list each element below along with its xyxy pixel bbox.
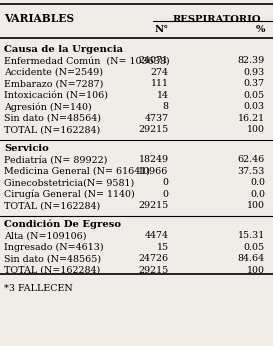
- Text: 84.64: 84.64: [238, 254, 265, 263]
- Text: 82.39: 82.39: [238, 56, 265, 65]
- Text: 0.37: 0.37: [244, 79, 265, 88]
- Text: Embarazo (N=7287): Embarazo (N=7287): [4, 79, 103, 88]
- Text: 37.53: 37.53: [238, 167, 265, 176]
- Text: N°: N°: [155, 26, 169, 35]
- Text: Servicio: Servicio: [4, 144, 49, 153]
- Text: Ingresado (N=4613): Ingresado (N=4613): [4, 243, 104, 252]
- Text: 0.03: 0.03: [244, 102, 265, 111]
- Text: 15: 15: [157, 243, 169, 252]
- Text: 111: 111: [151, 79, 169, 88]
- Text: Alta (N=109106): Alta (N=109106): [4, 231, 87, 240]
- Text: 100: 100: [247, 266, 265, 275]
- Text: 8: 8: [163, 102, 169, 111]
- Text: 4737: 4737: [145, 114, 169, 123]
- Text: *3 FALLECEN: *3 FALLECEN: [4, 284, 73, 293]
- Text: Pediatría (N= 89922): Pediatría (N= 89922): [4, 155, 108, 164]
- Text: %: %: [256, 26, 265, 35]
- Text: 0.0: 0.0: [250, 179, 265, 188]
- Text: Sin dato (N=48564): Sin dato (N=48564): [4, 114, 101, 123]
- Text: 0.05: 0.05: [244, 243, 265, 252]
- Text: TOTAL (N=162284): TOTAL (N=162284): [4, 266, 100, 275]
- Text: Cirugía General (N= 1140): Cirugía General (N= 1140): [4, 190, 135, 199]
- Text: VARIABLES: VARIABLES: [4, 12, 74, 24]
- Text: TOTAL (N=162284): TOTAL (N=162284): [4, 201, 100, 210]
- Text: 15.31: 15.31: [238, 231, 265, 240]
- Text: Ginecobstetricia(N= 9581): Ginecobstetricia(N= 9581): [4, 179, 134, 188]
- Text: 24726: 24726: [139, 254, 169, 263]
- Text: Intoxicación (N=106): Intoxicación (N=106): [4, 91, 108, 100]
- Text: 100: 100: [247, 125, 265, 134]
- Text: Condición De Egreso: Condición De Egreso: [4, 220, 121, 229]
- Text: Sin dato (N=48565): Sin dato (N=48565): [4, 254, 101, 263]
- Text: Enfermedad Común  (N= 103638): Enfermedad Común (N= 103638): [4, 56, 170, 65]
- Text: 0.93: 0.93: [244, 68, 265, 77]
- Text: TOTAL (N=162284): TOTAL (N=162284): [4, 125, 100, 134]
- Text: 100: 100: [247, 201, 265, 210]
- Text: 0.0: 0.0: [250, 190, 265, 199]
- Text: 0.05: 0.05: [244, 91, 265, 100]
- Text: 29215: 29215: [138, 125, 169, 134]
- Text: 0: 0: [163, 179, 169, 188]
- Text: Agresión (N=140): Agresión (N=140): [4, 102, 92, 112]
- Text: 274: 274: [151, 68, 169, 77]
- Text: 18249: 18249: [139, 155, 169, 164]
- Text: 10966: 10966: [138, 167, 169, 176]
- Text: 16.21: 16.21: [238, 114, 265, 123]
- Text: Causa de la Urgencia: Causa de la Urgencia: [4, 45, 123, 54]
- Text: 29215: 29215: [138, 266, 169, 275]
- Text: RESPIRATORIO: RESPIRATORIO: [173, 15, 261, 24]
- Text: 62.46: 62.46: [238, 155, 265, 164]
- Text: 14: 14: [157, 91, 169, 100]
- Text: 4474: 4474: [145, 231, 169, 240]
- Text: 0: 0: [163, 190, 169, 199]
- Text: 24071: 24071: [139, 56, 169, 65]
- Text: 29215: 29215: [138, 201, 169, 210]
- Text: Accidente (N=2549): Accidente (N=2549): [4, 68, 103, 77]
- Text: Medicina General (N= 61641): Medicina General (N= 61641): [4, 167, 150, 176]
